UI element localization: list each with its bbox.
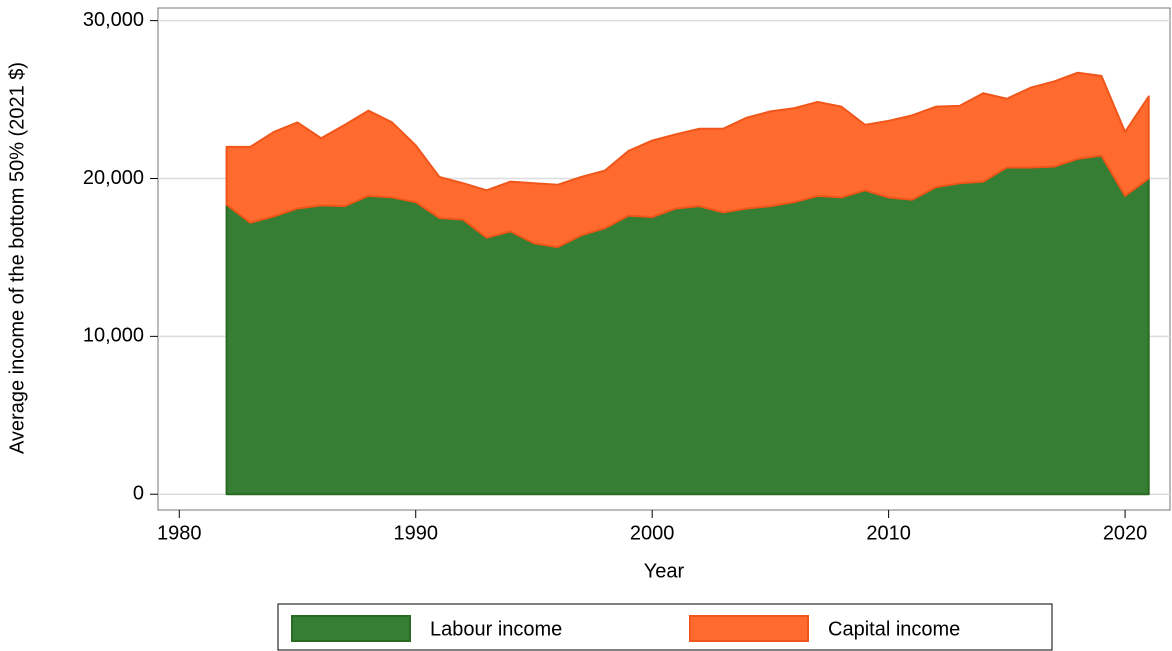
area xyxy=(225,71,1150,249)
y-tick-label: 30,000 xyxy=(83,9,144,31)
legend-swatch xyxy=(291,615,411,642)
y-tick-label: 0 xyxy=(133,482,144,504)
x-axis-title: Year xyxy=(644,560,685,582)
y-tick-label: 20,000 xyxy=(83,167,144,189)
legend-label: Capital income xyxy=(828,618,960,640)
x-tick-label: 2010 xyxy=(866,522,911,544)
x-tick-label: 2020 xyxy=(1103,522,1148,544)
legend-label: Labour income xyxy=(430,618,562,640)
x-tick-label: 2000 xyxy=(630,522,675,544)
x-tick-label: 1990 xyxy=(393,522,438,544)
y-axis-title: Average income of the bottom 50% (2021 $… xyxy=(6,62,28,454)
legend-swatch xyxy=(689,615,809,642)
y-tick-label: 10,000 xyxy=(83,325,144,347)
x-tick-label: 1980 xyxy=(157,522,202,544)
